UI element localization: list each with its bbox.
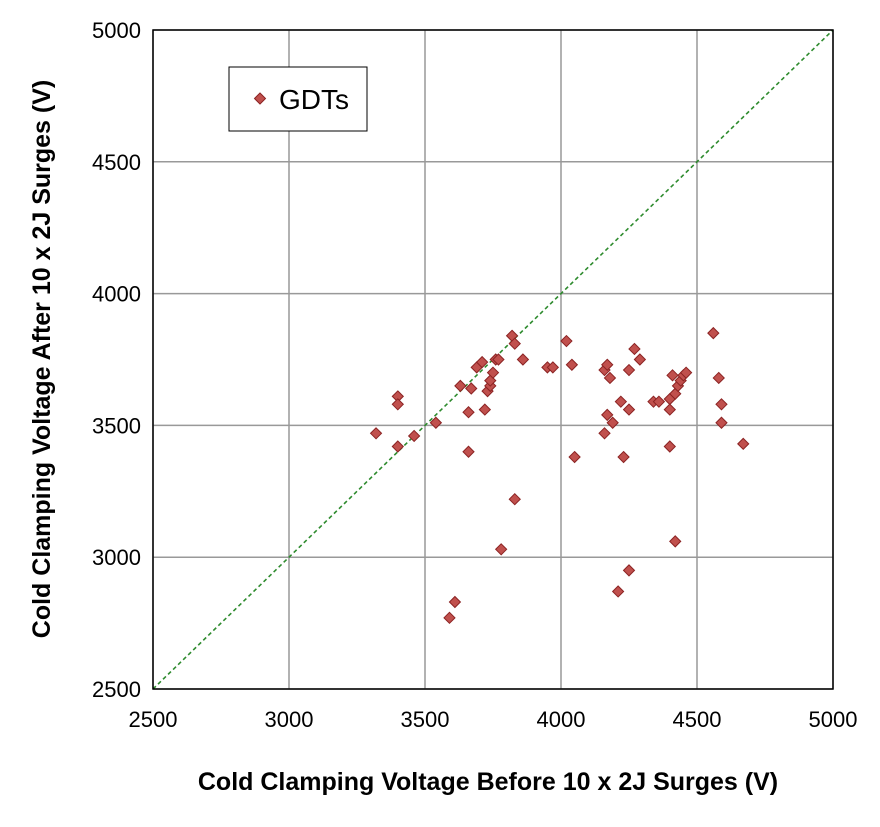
y-tick-label-4000: 4000 — [92, 282, 141, 307]
data-point-49 — [666, 369, 679, 382]
data-point-7 — [454, 379, 467, 393]
y-tick-label-3500: 3500 — [92, 413, 141, 438]
data-point-45 — [652, 395, 666, 408]
data-point-10 — [465, 382, 478, 395]
x-tick-label-4500: 4500 — [673, 707, 722, 732]
data-point-24 — [516, 353, 530, 366]
data-point-27 — [560, 334, 573, 348]
data-point-61 — [443, 611, 456, 625]
y-axis-title: Cold Clamping Voltage After 10 x 2J Surg… — [28, 80, 56, 638]
x-tick-label-5000: 5000 — [809, 707, 858, 732]
data-point-33 — [601, 408, 614, 422]
data-point-32 — [601, 358, 614, 371]
data-point-43 — [633, 353, 647, 366]
data-point-51 — [669, 535, 682, 548]
data-point-59 — [715, 416, 728, 429]
x-tick-label-3000: 3000 — [265, 707, 314, 732]
gridlines — [152, 29, 834, 690]
data-point-22 — [508, 337, 521, 350]
data-point-17 — [486, 366, 500, 379]
data-point-56 — [707, 326, 720, 340]
data-point-31 — [598, 427, 611, 440]
legend-marker — [253, 92, 267, 105]
x-tick-label-4000: 4000 — [537, 707, 586, 732]
data-point-57 — [712, 371, 725, 385]
y-tick-label-2500: 2500 — [92, 677, 141, 702]
reference-line-group — [152, 29, 834, 690]
data-point-26 — [546, 361, 560, 374]
y-tick-label-3000: 3000 — [92, 545, 141, 570]
data-point-1 — [369, 427, 383, 440]
reference-line — [152, 29, 834, 690]
data-point-28 — [565, 358, 579, 371]
x-tick-label-3500: 3500 — [401, 707, 450, 732]
data-point-34 — [603, 371, 617, 385]
data-point-20 — [494, 543, 508, 556]
legend-label: GDTs — [279, 84, 349, 115]
data-point-35 — [606, 416, 619, 429]
data-point-13 — [478, 403, 492, 416]
y-tick-labels: 2500 3000 3500 4000 4500 5000 — [92, 18, 141, 702]
data-point-29 — [568, 450, 581, 464]
y-tick-label-4500: 4500 — [92, 150, 141, 175]
data-point-12 — [475, 355, 489, 369]
data-point-60 — [737, 437, 750, 451]
data-point-6 — [429, 416, 443, 429]
data-point-19 — [492, 353, 505, 366]
x-tick-labels: 2500 3000 3500 4000 4500 5000 — [129, 707, 858, 732]
data-point-40 — [622, 403, 636, 416]
data-point-36 — [611, 585, 625, 598]
data-point-9 — [462, 445, 475, 458]
data-point-42 — [628, 342, 641, 356]
data-point-55 — [679, 366, 693, 379]
data-point-37 — [614, 395, 628, 408]
data-point-3 — [391, 398, 405, 411]
data-point-58 — [715, 398, 728, 411]
data-point-23 — [508, 493, 521, 506]
data-points — [369, 326, 750, 625]
data-point-39 — [622, 363, 636, 377]
data-point-47 — [663, 403, 677, 416]
data-point-8 — [462, 406, 475, 419]
data-point-5 — [407, 429, 421, 443]
data-point-62 — [448, 595, 462, 609]
data-point-48 — [663, 440, 677, 453]
legend-box — [228, 66, 368, 132]
data-point-4 — [391, 440, 405, 453]
legend: GDTs — [228, 66, 368, 132]
data-point-38 — [617, 450, 630, 464]
plot-frame — [152, 29, 834, 690]
x-tick-label-2500: 2500 — [129, 707, 178, 732]
x-axis-title: Cold Clamping Voltage Before 10 x 2J Sur… — [198, 768, 778, 796]
data-point-41 — [622, 564, 636, 577]
y-tick-label-5000: 5000 — [92, 18, 141, 43]
